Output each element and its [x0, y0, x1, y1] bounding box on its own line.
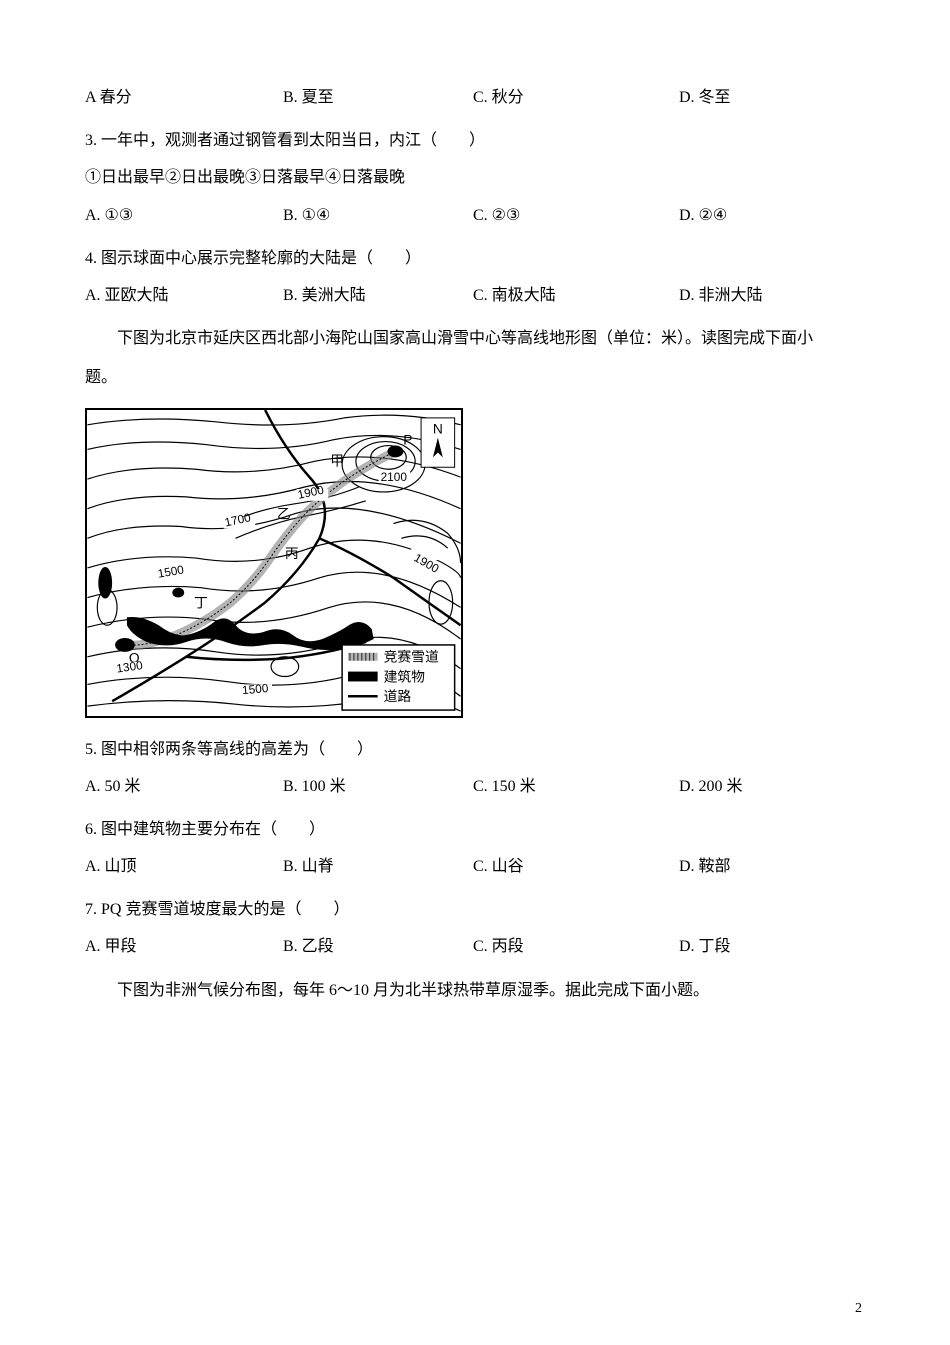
contour-map: N 竞赛雪道 建筑物 道路 P [85, 408, 463, 718]
q7-options: A. 甲段 B. 乙段 C. 丙段 D. 丁段 [85, 929, 865, 964]
q4-option-d: D. 非洲大陆 [679, 278, 763, 313]
q4-option-a: A. 亚欧大陆 [85, 278, 283, 313]
q6-options: A. 山顶 B. 山脊 C. 山谷 D. 鞍部 [85, 849, 865, 884]
legend-race: 竞赛雪道 [384, 648, 439, 664]
label-bing: 丙 [285, 546, 299, 561]
page-number: 2 [855, 1301, 862, 1317]
q2-option-c: C. 秋分 [473, 80, 679, 115]
q5-option-c: C. 150 米 [473, 769, 679, 804]
legend-road: 道路 [384, 689, 412, 704]
q3-options: A. ①③ B. ①④ C. ②③ D. ②④ [85, 198, 865, 233]
q7-option-b: B. 乙段 [283, 929, 473, 964]
q4-option-b: B. 美洲大陆 [283, 278, 473, 313]
north-arrow: N [421, 417, 455, 466]
q2-option-a: A 春分 [85, 80, 283, 115]
q5-options: A. 50 米 B. 100 米 C. 150 米 D. 200 米 [85, 769, 865, 804]
q7-option-d: D. 丁段 [679, 929, 731, 964]
q5-stem: 5. 图中相邻两条等高线的高差为（ ） [85, 732, 865, 767]
q3-option-a: A. ①③ [85, 198, 283, 233]
label-yi: 乙 [277, 506, 291, 521]
q2-option-b: B. 夏至 [283, 80, 473, 115]
label-ding: 丁 [194, 595, 208, 610]
contour-1500b: 1500 [241, 680, 269, 696]
q6-option-d: D. 鞍部 [679, 849, 731, 884]
q6-option-b: B. 山脊 [283, 849, 473, 884]
q2-options: A 春分 B. 夏至 C. 秋分 D. 冬至 [85, 80, 865, 115]
q7-option-a: A. 甲段 [85, 929, 283, 964]
q5-option-d: D. 200 米 [679, 769, 743, 804]
q3-option-b: B. ①④ [283, 198, 473, 233]
contour-2100: 2100 [381, 470, 408, 484]
q5-option-a: A. 50 米 [85, 769, 283, 804]
q4-stem: 4. 图示球面中心展示完整轮廓的大陆是（ ） [85, 241, 865, 276]
label-P: P [403, 431, 412, 447]
q6-option-c: C. 山谷 [473, 849, 679, 884]
q4-option-c: C. 南极大陆 [473, 278, 679, 313]
map-intro-line2: 题。 [85, 360, 865, 395]
q7-stem: 7. PQ 竞赛雪道坡度最大的是（ ） [85, 892, 865, 927]
q7-option-c: C. 丙段 [473, 929, 679, 964]
africa-intro: 下图为非洲气候分布图，每年 6～10 月为北半球热带草原湿季。据此完成下面小题。 [85, 973, 865, 1008]
q2-option-d: D. 冬至 [679, 80, 731, 115]
q3-subitems: ①日出最早②日出最晚③日落最早④日落最晚 [85, 160, 865, 195]
q6-stem: 6. 图中建筑物主要分布在（ ） [85, 812, 865, 847]
q6-option-a: A. 山顶 [85, 849, 283, 884]
north-label: N [433, 420, 443, 436]
map-intro-line1: 下图为北京市延庆区西北部小海陀山国家高山滑雪中心等高线地形图（单位：米）。读图完… [85, 321, 865, 356]
q3-option-d: D. ②④ [679, 198, 727, 233]
q4-options: A. 亚欧大陆 B. 美洲大陆 C. 南极大陆 D. 非洲大陆 [85, 278, 865, 313]
legend-building: 建筑物 [384, 669, 426, 684]
label-jia: 甲 [330, 453, 344, 468]
map-svg: N 竞赛雪道 建筑物 道路 P [87, 410, 461, 716]
q3-option-c: C. ②③ [473, 198, 679, 233]
q5-option-b: B. 100 米 [283, 769, 473, 804]
map-legend: 竞赛雪道 建筑物 道路 [342, 644, 455, 709]
q3-stem: 3. 一年中，观测者通过钢管看到太阳当日，内江（ ） [85, 123, 865, 158]
